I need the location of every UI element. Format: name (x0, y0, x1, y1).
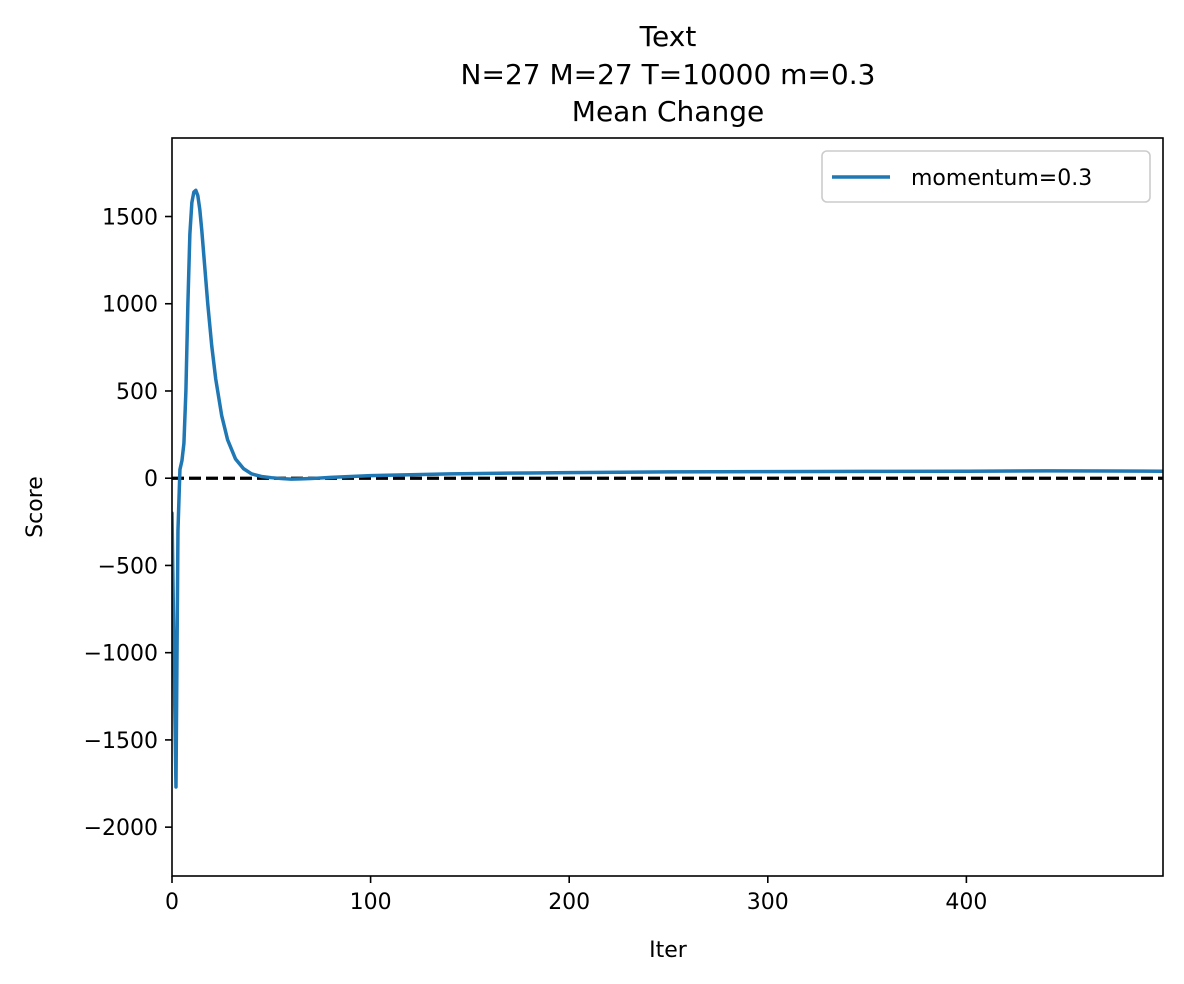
y-axis-label: Score (23, 476, 48, 538)
y-tick-label: 1500 (102, 206, 158, 231)
y-tick-label: −2000 (84, 816, 158, 841)
legend-label-momentum: momentum=0.3 (911, 166, 1092, 191)
y-tick-label: 500 (116, 380, 158, 405)
series-line-momentum (172, 188, 1163, 789)
y-tick-label: 0 (144, 467, 158, 492)
x-tick-label: 300 (747, 890, 789, 915)
x-axis-ticks: 0 100 200 300 400 (165, 876, 987, 915)
chart-subtitle-metric: Mean Change (572, 95, 764, 128)
y-tick-label: −1000 (84, 642, 158, 667)
x-tick-label: 200 (548, 890, 590, 915)
y-axis-ticks: −2000 −1500 −1000 −500 0 500 1000 1500 (84, 206, 172, 841)
x-axis-label: Iter (649, 938, 688, 963)
y-tick-label: 1000 (102, 293, 158, 318)
series-group (172, 188, 1163, 789)
y-tick-label: −500 (98, 554, 158, 579)
chart-subtitle: N=27 M=27 T=10000 m=0.3 (461, 58, 876, 91)
plot-area (171, 137, 1164, 877)
legend: momentum=0.3 (821, 150, 1151, 203)
legend-box (821, 150, 1151, 203)
plot-frame (171, 137, 1164, 877)
chart-title: Text (639, 20, 697, 53)
x-tick-label: 400 (945, 890, 987, 915)
x-tick-label: 100 (350, 890, 392, 915)
y-tick-label: −1500 (84, 729, 158, 754)
x-tick-label: 0 (165, 890, 179, 915)
